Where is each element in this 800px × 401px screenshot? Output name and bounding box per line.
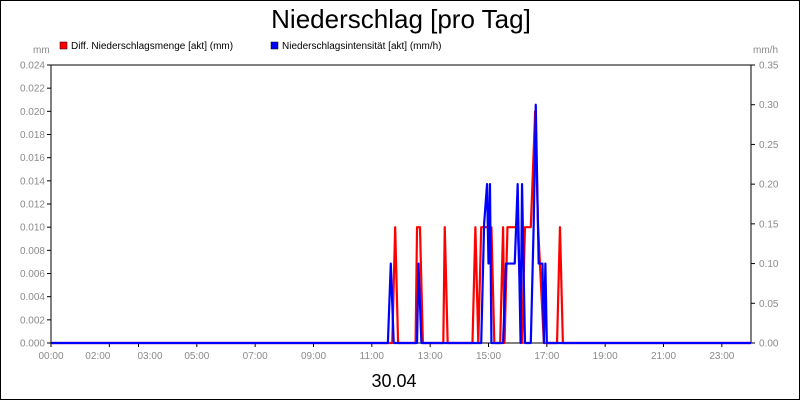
left-y-tick-label: 0.000 — [20, 339, 45, 350]
x-tick-label: 00:00 — [38, 351, 63, 362]
legend-swatch-amount — [59, 41, 68, 50]
legend-label-amount: Diff. Niederschlagsmenge [akt] (mm) — [71, 41, 233, 52]
left-y-axis: 0.000 0.002 0.004 0.006 0.008 0.010 0.012 0.014… — [20, 61, 51, 350]
left-y-tick-label: 0.022 — [20, 84, 45, 95]
left-y-tick-label: 0.004 — [20, 292, 45, 303]
right-y-tick-label: 0.35 — [759, 61, 779, 72]
left-y-tick-label: 0.002 — [20, 315, 45, 326]
x-tick-label: 11:00 — [360, 351, 385, 362]
right-y-tick-label: 0.20 — [759, 180, 779, 191]
left-y-tick-label: 0.014 — [20, 176, 45, 187]
left-y-tick-label: 0.016 — [20, 153, 45, 164]
left-y-tick-label: 0.018 — [20, 130, 45, 141]
left-axis-unit: mm — [33, 45, 50, 56]
x-tick-label: 15:00 — [476, 351, 501, 362]
right-y-tick-label: 0.00 — [759, 339, 779, 350]
left-y-tick-label: 0.008 — [20, 246, 45, 257]
x-tick-label: 05:00 — [184, 351, 209, 362]
x-tick-label: 17:00 — [534, 351, 559, 362]
legend-label-intensity: Niederschlagsintensität [akt] (mm/h) — [282, 41, 442, 52]
right-axis-unit: mm/h — [753, 45, 778, 56]
x-axis-date-label: 30.04 — [371, 371, 416, 391]
x-tick-label: 03:00 — [138, 351, 163, 362]
legend: Diff. Niederschlagsmenge [akt] (mm) Nied… — [59, 41, 442, 52]
x-tick-label: 02:00 — [85, 351, 110, 362]
right-y-axis: 0.00 0.05 0.10 0.15 0.20 0.25 0.30 0.35 — [751, 61, 779, 350]
legend-swatch-intensity — [270, 41, 279, 50]
x-tick-label: 09:00 — [301, 351, 326, 362]
plot-area — [50, 64, 752, 344]
right-y-tick-label: 0.15 — [759, 219, 779, 230]
right-y-tick-label: 0.10 — [759, 259, 779, 270]
right-y-tick-label: 0.25 — [759, 140, 779, 151]
right-y-tick-label: 0.30 — [759, 100, 779, 111]
x-tick-label: 21:00 — [651, 351, 676, 362]
left-y-tick-label: 0.010 — [20, 223, 45, 234]
series-line-intensity — [51, 103, 751, 345]
left-y-tick-label: 0.006 — [20, 269, 45, 280]
x-tick-label: 13:00 — [418, 351, 443, 362]
left-y-tick-label: 0.020 — [20, 107, 45, 118]
left-y-tick-label: 0.024 — [20, 61, 45, 72]
left-y-tick-label: 0.012 — [20, 200, 45, 211]
series-layer — [51, 103, 751, 345]
x-tick-label: 19:00 — [593, 351, 618, 362]
chart-title: Niederschlag [pro Tag] — [271, 4, 531, 34]
x-tick-label: 07:00 — [243, 351, 268, 362]
right-y-tick-label: 0.05 — [759, 299, 779, 310]
x-axis: 00:00 02:00 03:00 05:00 07:00 09:00 11:00 13:00… — [38, 343, 735, 362]
x-tick-label: 23:00 — [709, 351, 734, 362]
